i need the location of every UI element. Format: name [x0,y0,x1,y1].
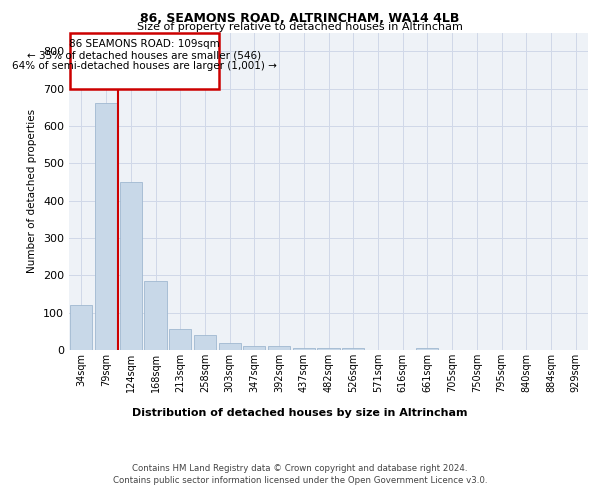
FancyBboxPatch shape [70,32,218,88]
Bar [95,104,117,350]
Text: Contains public sector information licensed under the Open Government Licence v3: Contains public sector information licen… [113,476,487,485]
Text: Distribution of detached houses by size in Altrincham: Distribution of detached houses by size … [132,408,468,418]
Bar [342,348,364,350]
Text: 86, SEAMONS ROAD, ALTRINCHAM, WA14 4LB: 86, SEAMONS ROAD, ALTRINCHAM, WA14 4LB [140,12,460,24]
Bar [416,348,439,350]
Bar [169,330,191,350]
Bar [145,281,167,350]
Text: Contains HM Land Registry data © Crown copyright and database right 2024.: Contains HM Land Registry data © Crown c… [132,464,468,473]
Text: 86 SEAMONS ROAD: 109sqm: 86 SEAMONS ROAD: 109sqm [69,39,220,49]
Text: 64% of semi-detached houses are larger (1,001) →: 64% of semi-detached houses are larger (… [12,62,277,72]
Bar [268,346,290,350]
Y-axis label: Number of detached properties: Number of detached properties [28,109,37,274]
Bar [243,346,265,350]
Bar [119,182,142,350]
Bar [293,348,315,350]
Bar [70,305,92,350]
Bar [218,342,241,350]
Bar [317,348,340,350]
Text: ← 35% of detached houses are smaller (546): ← 35% of detached houses are smaller (54… [28,50,262,60]
Bar [194,335,216,350]
Text: Size of property relative to detached houses in Altrincham: Size of property relative to detached ho… [137,22,463,32]
